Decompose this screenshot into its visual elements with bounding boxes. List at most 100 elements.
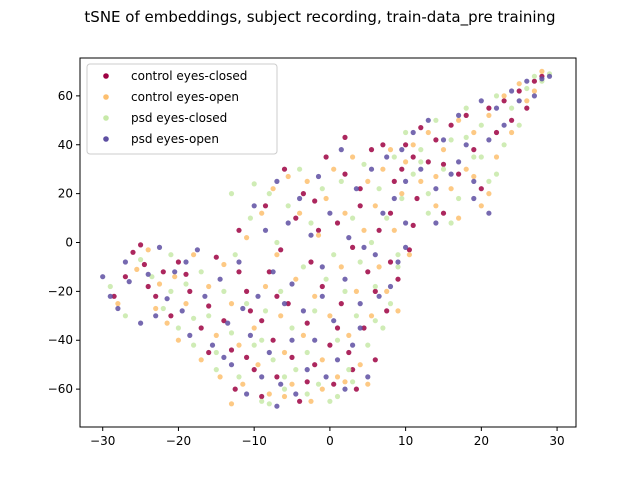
- scatter-point-series-1: [304, 178, 310, 184]
- scatter-point-series-1: [486, 112, 492, 118]
- scatter-point-series-1: [183, 301, 189, 307]
- scatter-point-series-3: [115, 305, 121, 312]
- scatter-point-series-1: [410, 142, 416, 148]
- scatter-point-series-1: [274, 252, 280, 258]
- scatter-point-series-3: [323, 374, 329, 380]
- scatter-point-series-3: [399, 147, 405, 153]
- scatter-point-series-0: [206, 303, 212, 309]
- scatter-point-series-1: [206, 283, 212, 290]
- scatter-point-series-0: [183, 271, 189, 277]
- scatter-point-series-1: [278, 313, 284, 319]
- scatter-point-series-3: [463, 142, 469, 148]
- scatter-point-series-3: [376, 293, 382, 299]
- scatter-point-series-0: [391, 178, 397, 184]
- scatter-point-series-3: [357, 325, 363, 331]
- scatter-point-series-3: [153, 313, 159, 319]
- scatter-point-series-1: [509, 129, 515, 136]
- scatter-point-series-2: [251, 342, 257, 348]
- scatter-point-series-2: [293, 367, 299, 373]
- scatter-point-series-3: [456, 159, 462, 165]
- scatter-point-series-3: [334, 357, 341, 363]
- scatter-point-series-1: [353, 288, 359, 294]
- scatter-point-series-2: [244, 301, 250, 307]
- scatter-point-series-2: [425, 191, 431, 197]
- scatter-point-series-0: [342, 171, 348, 177]
- scatter-point-series-0: [141, 261, 147, 268]
- scatter-point-series-3: [221, 354, 227, 360]
- scatter-point-series-0: [331, 381, 337, 387]
- scatter-point-series-0: [122, 274, 128, 280]
- x-tick-label: 10: [398, 434, 413, 448]
- scatter-points: [100, 68, 553, 409]
- scatter-point-series-0: [236, 269, 242, 275]
- legend-label: control eyes-closed: [131, 69, 247, 83]
- scatter-point-series-2: [493, 171, 500, 177]
- scatter-point-series-0: [471, 147, 477, 153]
- scatter-point-series-2: [403, 129, 409, 136]
- scatter-point-series-1: [244, 235, 250, 241]
- scatter-point-series-1: [221, 261, 227, 268]
- scatter-point-series-1: [228, 301, 235, 307]
- scatter-point-series-2: [319, 186, 325, 192]
- scatter-point-series-3: [501, 122, 507, 128]
- scatter-point-series-2: [486, 178, 492, 184]
- scatter-point-series-2: [262, 308, 269, 314]
- scatter-point-series-1: [357, 362, 363, 368]
- scatter-point-series-0: [433, 137, 439, 143]
- scatter-point-series-3: [122, 259, 128, 265]
- scatter-point-series-0: [251, 367, 257, 373]
- scatter-point-series-0: [145, 283, 151, 290]
- scatter-point-series-0: [399, 166, 405, 172]
- scatter-point-series-2: [323, 276, 329, 282]
- scatter-point-series-2: [285, 203, 291, 209]
- scatter-point-series-3: [107, 293, 113, 299]
- scatter-point-series-3: [209, 342, 216, 348]
- scatter-point-series-0: [410, 154, 416, 160]
- scatter-point-series-2: [168, 252, 174, 258]
- scatter-point-series-1: [395, 308, 401, 314]
- scatter-point-series-0: [175, 259, 181, 265]
- scatter-point-series-1: [342, 379, 348, 385]
- scatter-point-series-2: [270, 357, 276, 363]
- scatter-point-series-0: [262, 203, 269, 209]
- scatter-point-series-3: [274, 403, 280, 409]
- scatter-point-series-0: [244, 288, 250, 294]
- scatter-point-series-2: [425, 210, 431, 216]
- scatter-point-series-2: [312, 308, 318, 314]
- scatter-point-series-2: [395, 264, 401, 270]
- scatter-point-series-3: [164, 296, 170, 302]
- y-tick-label: 40: [58, 138, 73, 152]
- scatter-point-series-2: [168, 288, 174, 294]
- scatter-point-series-2: [281, 374, 288, 380]
- scatter-point-series-2: [387, 301, 394, 307]
- scatter-point-series-2: [372, 318, 378, 324]
- y-tick-label: 60: [58, 89, 73, 103]
- scatter-point-series-0: [350, 244, 356, 250]
- scatter-point-series-2: [346, 367, 352, 373]
- scatter-point-series-2: [334, 393, 341, 400]
- scatter-point-series-2: [463, 105, 469, 111]
- x-tick-label: 20: [474, 434, 489, 448]
- scatter-point-series-2: [266, 191, 272, 197]
- scatter-point-series-1: [198, 357, 204, 363]
- scatter-point-series-3: [145, 271, 151, 277]
- scatter-point-series-0: [384, 308, 390, 314]
- scatter-point-series-0: [293, 215, 299, 221]
- scatter-point-series-0: [501, 98, 507, 104]
- scatter-point-series-3: [486, 210, 492, 216]
- scatter-point-series-1: [456, 117, 462, 123]
- scatter-point-series-2: [365, 342, 371, 348]
- scatter-point-series-1: [327, 313, 333, 319]
- legend-label: psd eyes-open: [131, 132, 219, 146]
- scatter-point-series-3: [342, 386, 348, 392]
- scatter-point-series-2: [228, 191, 235, 197]
- scatter-point-series-0: [281, 166, 288, 172]
- scatter-point-series-3: [493, 105, 500, 111]
- scatter-point-series-3: [331, 318, 337, 324]
- scatter-point-series-0: [274, 293, 280, 299]
- scatter-point-series-0: [448, 122, 454, 128]
- scatter-point-series-0: [323, 154, 329, 160]
- scatter-point-series-1: [153, 305, 159, 312]
- scatter-point-series-2: [304, 391, 310, 397]
